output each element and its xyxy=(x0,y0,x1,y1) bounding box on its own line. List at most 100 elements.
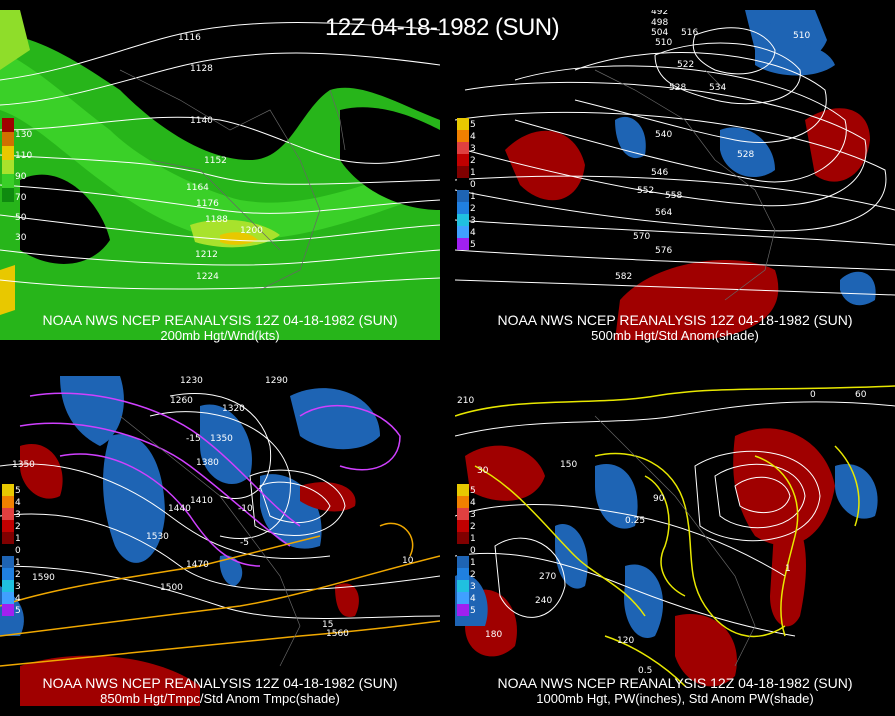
contour-label: 270 xyxy=(539,572,557,582)
contour-label: 522 xyxy=(677,60,695,70)
contour-label: 504 xyxy=(651,28,669,38)
contour-label: 1260 xyxy=(170,396,193,406)
colorbar-label: 1 xyxy=(470,558,476,568)
colorbar-label: 2 xyxy=(15,570,21,580)
contour-label: 0.25 xyxy=(625,516,646,526)
contour-label: -10 xyxy=(238,504,253,514)
panel-850mb-caption: NOAA NWS NCEP REANALYSIS 12Z 04-18-1982 … xyxy=(0,675,440,707)
panel-500mb-caption: NOAA NWS NCEP REANALYSIS 12Z 04-18-1982 … xyxy=(455,312,895,344)
contour-label: 552 xyxy=(637,186,655,196)
contour-label: 1200 xyxy=(240,226,263,236)
contour-label: 1500 xyxy=(160,583,183,593)
colorbar-label: 2 xyxy=(15,522,21,532)
colorbar-label: 4 xyxy=(470,132,476,142)
contour-label: 1440 xyxy=(168,504,191,514)
panel-850mb-map xyxy=(0,376,440,706)
panel-200mb: 130 110 90 70 50 30 1116 1128 1140 1152 … xyxy=(0,10,440,340)
contour-label: 1164 xyxy=(186,183,209,193)
colorbar-label: 0 xyxy=(470,180,476,190)
contour-label: 1152 xyxy=(204,156,227,166)
contour-label: 1320 xyxy=(222,404,245,414)
colorbar-label: 3 xyxy=(470,216,476,226)
contour-label: 180 xyxy=(485,630,503,640)
panel-200mb-colorbar xyxy=(2,118,14,202)
contour-label: 120 xyxy=(617,636,635,646)
contour-label: 150 xyxy=(560,460,578,470)
contour-label: 1530 xyxy=(146,532,169,542)
panel-200mb-caption: NOAA NWS NCEP REANALYSIS 12Z 04-18-1982 … xyxy=(0,312,440,344)
caption-line: NOAA NWS NCEP REANALYSIS 12Z 04-18-1982 … xyxy=(497,312,853,328)
colorbar-label: 90 xyxy=(15,172,27,182)
colorbar-label: 1 xyxy=(470,192,476,202)
contour-label: 10 xyxy=(402,556,414,566)
colorbar-label: 2 xyxy=(470,570,476,580)
colorbar-label: 1 xyxy=(470,534,476,544)
colorbar-label: 1 xyxy=(470,168,476,178)
contour-label: 0.5 xyxy=(638,666,653,676)
contour-label: 510 xyxy=(655,38,673,48)
contour-label: 492 xyxy=(651,10,669,17)
contour-label: 210 xyxy=(457,396,475,406)
contour-label: 1128 xyxy=(190,64,213,74)
colorbar-label: 5 xyxy=(470,606,476,616)
contour-label: 1176 xyxy=(196,199,219,209)
panel-1000mb-colorbar xyxy=(457,484,469,616)
contour-label: 516 xyxy=(681,28,699,38)
contour-label: 240 xyxy=(535,596,553,606)
contour-label: 576 xyxy=(655,246,673,256)
colorbar-label: 3 xyxy=(15,510,21,520)
colorbar-label: 3 xyxy=(470,144,476,154)
colorbar-label: 5 xyxy=(15,606,21,616)
colorbar-label: 3 xyxy=(470,510,476,520)
colorbar-label: 30 xyxy=(15,233,27,243)
caption-line: NOAA NWS NCEP REANALYSIS 12Z 04-18-1982 … xyxy=(42,675,398,691)
caption-line: NOAA NWS NCEP REANALYSIS 12Z 04-18-1982 … xyxy=(42,312,398,328)
caption-subtitle: 500mb Hgt/Std Anom(shade) xyxy=(591,328,759,343)
colorbar-label: 1 xyxy=(15,558,21,568)
colorbar-label: 5 xyxy=(470,120,476,130)
caption-line: NOAA NWS NCEP REANALYSIS 12Z 04-18-1982 … xyxy=(497,675,853,691)
contour-label: 1116 xyxy=(178,33,201,43)
contour-label: 1140 xyxy=(190,116,213,126)
colorbar-label: 0 xyxy=(470,546,476,556)
contour-label: 90 xyxy=(653,494,665,504)
caption-subtitle: 200mb Hgt/Wnd(kts) xyxy=(160,328,280,343)
colorbar-label: 50 xyxy=(15,213,27,223)
colorbar-label: 4 xyxy=(470,228,476,238)
contour-label: 540 xyxy=(655,130,673,140)
colorbar-label: 70 xyxy=(15,193,27,203)
contour-label: 15 xyxy=(322,620,334,630)
panel-1000mb: 5 4 3 2 1 0 1 2 3 4 5 210 180 150 120 90… xyxy=(455,376,895,706)
colorbar-label: 4 xyxy=(470,594,476,604)
colorbar-label: 5 xyxy=(15,486,21,496)
colorbar-label: 1 xyxy=(15,534,21,544)
contour-label: 1590 xyxy=(32,573,55,583)
contour-label: 1350 xyxy=(210,434,233,444)
contour-label: 534 xyxy=(709,83,727,93)
contour-label: -5 xyxy=(240,538,249,548)
panel-1000mb-map xyxy=(455,385,895,687)
contour-label: 1560 xyxy=(326,629,349,639)
contour-label: 528 xyxy=(737,150,755,160)
contour-label: 1230 xyxy=(180,376,203,386)
colorbar-label: 5 xyxy=(470,240,476,250)
colorbar-label: 2 xyxy=(470,156,476,166)
panel-1000mb-caption: NOAA NWS NCEP REANALYSIS 12Z 04-18-1982 … xyxy=(455,675,895,707)
colorbar-label: 130 xyxy=(15,130,33,140)
contour-label: 582 xyxy=(615,272,633,282)
colorbar-label: 2 xyxy=(470,204,476,214)
contour-label: 528 xyxy=(669,83,687,93)
colorbar-label: 4 xyxy=(15,498,21,508)
contour-label: 1350 xyxy=(12,460,35,470)
panel-500mb: 5 4 3 2 1 0 1 2 3 4 5 492 498 504 510 51… xyxy=(455,10,895,340)
contour-label: -15 xyxy=(186,434,201,444)
caption-subtitle: 850mb Hgt/Tmpc/Std Anom Tmpc(shade) xyxy=(100,691,340,706)
panel-850mb-colorbar xyxy=(2,484,14,616)
panel-500mb-map xyxy=(455,10,895,340)
caption-subtitle: 1000mb Hgt, PW(inches), Std Anom PW(shad… xyxy=(536,691,814,706)
contour-label: 0 xyxy=(810,390,816,400)
contour-label: 1 xyxy=(785,564,791,574)
contour-label: 570 xyxy=(633,232,651,242)
contour-label: 1380 xyxy=(196,458,219,468)
contour-label: 1224 xyxy=(196,272,219,282)
